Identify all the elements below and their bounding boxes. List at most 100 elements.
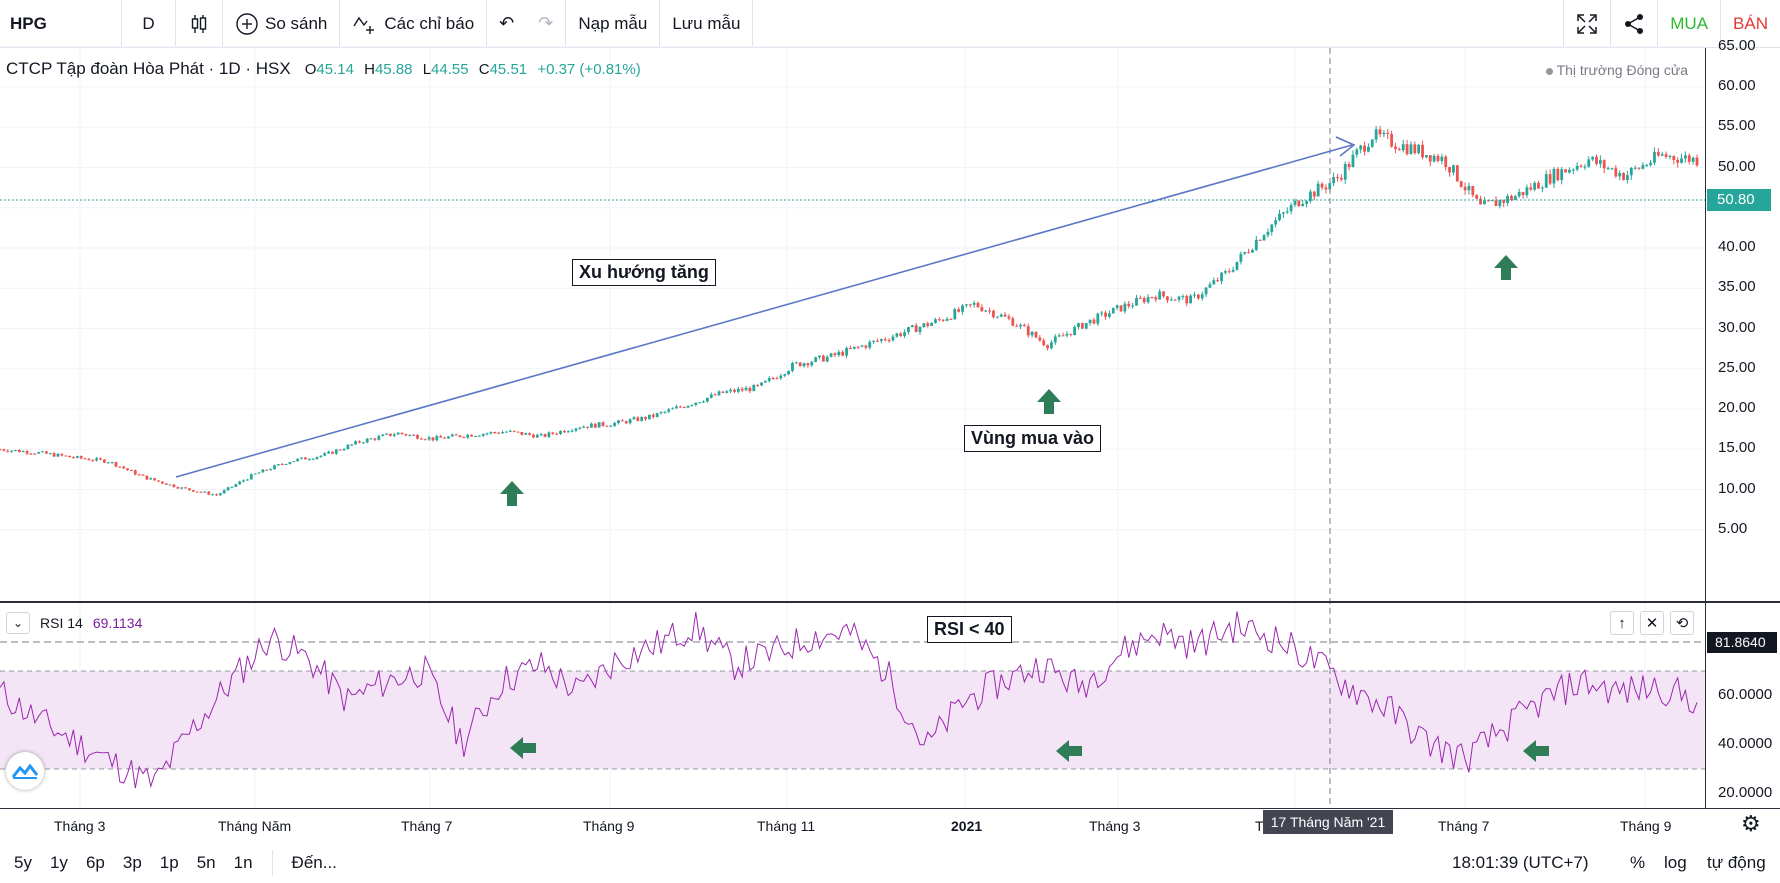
candle-body: [1309, 191, 1312, 202]
candle-body: [1285, 211, 1289, 213]
candle-body: [230, 486, 234, 488]
redo-button[interactable]: ↷: [526, 0, 567, 47]
fullscreen-button[interactable]: [1563, 0, 1610, 47]
candle-body: [694, 402, 698, 405]
axis-separator: [1705, 48, 1706, 808]
symbol-search-button[interactable]: HPG: [0, 0, 122, 47]
candle-body: [1030, 331, 1034, 336]
candle-body: [404, 434, 408, 436]
candle-body: [1278, 213, 1281, 221]
candle-body: [133, 470, 137, 475]
rsi-rule-annotation[interactable]: RSI < 40: [927, 616, 1012, 643]
range-6m[interactable]: 6p: [85, 853, 105, 872]
goto-date-button[interactable]: Đến...: [291, 853, 337, 872]
candle-body: [1208, 284, 1212, 288]
candle-body: [1610, 168, 1614, 170]
candle-body: [1185, 296, 1189, 304]
buy-zone-annotation[interactable]: Vùng mua vào: [964, 425, 1102, 452]
rsi-axis-label: 40.0000: [1718, 735, 1773, 752]
candle-body: [1656, 151, 1660, 156]
candle-body: [458, 435, 462, 438]
interval-button[interactable]: D: [122, 0, 176, 47]
undo-button[interactable]: ↶: [487, 0, 526, 47]
chart-type-button[interactable]: [176, 0, 223, 47]
candle-body: [153, 478, 157, 481]
auto-scale-button[interactable]: tự động: [1707, 853, 1766, 872]
sell-button[interactable]: BÁN: [1720, 0, 1780, 47]
range-1m[interactable]: 1p: [159, 853, 179, 872]
candle-body: [377, 436, 381, 440]
move-up-icon[interactable]: ↑: [1610, 611, 1634, 635]
candle-body: [1343, 163, 1347, 180]
clock[interactable]: 18:01:39 (UTC+7): [1452, 853, 1589, 872]
candle-body: [1177, 296, 1181, 300]
range-5y[interactable]: 5y: [14, 853, 32, 872]
candle-body: [2, 449, 6, 451]
candle-body: [358, 441, 361, 443]
candle-body: [1084, 323, 1088, 329]
candle-body: [1471, 186, 1475, 196]
rsi-band: [0, 671, 1705, 769]
candle-body: [276, 464, 280, 466]
share-button[interactable]: [1610, 0, 1657, 47]
time-label: Tháng 9: [583, 818, 635, 834]
candle-body: [1169, 299, 1173, 301]
maximize-icon[interactable]: ⟲: [1670, 611, 1694, 635]
candle-body: [110, 462, 114, 464]
candle-body: [872, 340, 876, 342]
candle-body: [48, 453, 52, 455]
candle-body: [512, 430, 516, 432]
candle-body: [1413, 144, 1417, 154]
candle-body: [1015, 325, 1019, 327]
plus-circle-icon: [236, 12, 258, 35]
save-template-button[interactable]: Lưu mẫu: [660, 0, 754, 47]
time-axis-separator: [0, 808, 1780, 809]
candle-body: [968, 304, 972, 306]
range-1d[interactable]: 1n: [233, 853, 253, 872]
tradingview-logo-icon[interactable]: [6, 752, 44, 790]
candle-body: [763, 380, 767, 383]
candle-body: [1664, 154, 1668, 157]
candle-body: [485, 433, 489, 435]
candle-body: [1556, 168, 1560, 181]
candle-body: [1502, 200, 1506, 203]
candle-body: [1405, 144, 1409, 155]
candle-body: [72, 457, 75, 459]
compare-button[interactable]: So sánh: [223, 0, 341, 47]
candle-body: [609, 425, 613, 427]
candle-body: [617, 420, 620, 424]
candle-body: [215, 494, 218, 496]
range-5d[interactable]: 5n: [196, 853, 216, 872]
load-template-button[interactable]: Nạp mẫu: [566, 0, 661, 47]
candle-body: [1351, 154, 1355, 168]
candle-body: [385, 433, 388, 435]
log-scale-button[interactable]: log: [1664, 853, 1687, 872]
candle-body: [1092, 319, 1096, 324]
candle-body: [1104, 312, 1107, 317]
trend-annotation[interactable]: Xu hướng tăng: [572, 259, 716, 286]
candle-body: [10, 450, 13, 452]
candle-body: [887, 340, 891, 342]
candle-body: [1007, 316, 1011, 319]
candle-body: [1162, 291, 1165, 297]
candle-body: [1320, 183, 1324, 188]
candle-body: [354, 441, 358, 445]
buy-button[interactable]: MUA: [1657, 0, 1720, 47]
range-1y[interactable]: 1y: [49, 853, 68, 872]
candle-body: [419, 438, 423, 440]
gear-icon[interactable]: ⚙: [1741, 811, 1761, 836]
candle-body: [41, 451, 44, 453]
pane-separator[interactable]: [0, 601, 1780, 603]
range-3m[interactable]: 3p: [122, 853, 142, 872]
collapse-chevron-icon[interactable]: ⌄: [6, 612, 30, 634]
indicators-button[interactable]: Các chỉ báo: [340, 0, 488, 47]
candle-body: [841, 351, 845, 356]
close-icon[interactable]: ✕: [1640, 611, 1664, 635]
time-label: T: [1255, 818, 1264, 834]
candle-body: [288, 462, 292, 464]
candle-body: [1587, 159, 1591, 167]
percent-scale-button[interactable]: %: [1630, 853, 1646, 872]
candle-body: [1606, 168, 1610, 170]
candle-body: [1088, 319, 1092, 324]
